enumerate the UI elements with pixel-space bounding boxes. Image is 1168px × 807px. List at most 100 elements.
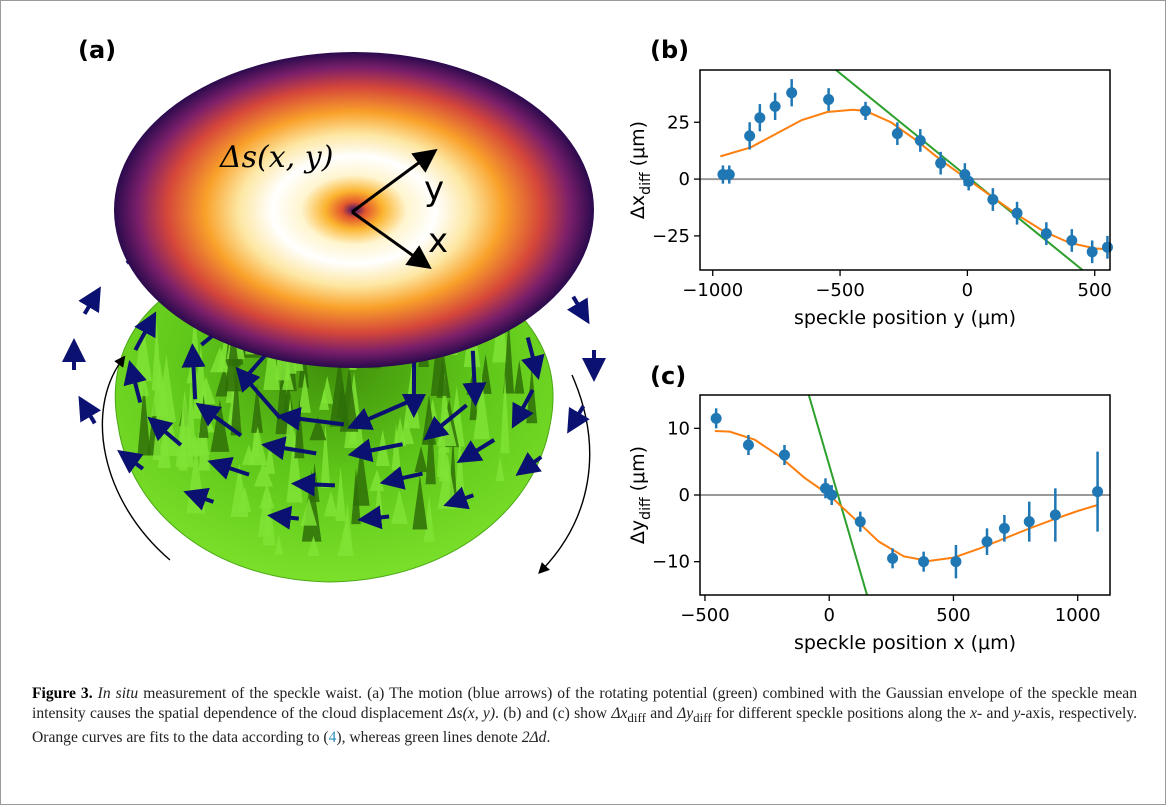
data-point	[860, 105, 872, 117]
speckle-peak	[430, 322, 447, 396]
data-point	[1023, 516, 1035, 528]
motion-arrow	[276, 406, 345, 431]
motion-arrow	[423, 403, 468, 441]
speckle-peak	[230, 368, 242, 436]
motion-arrow	[379, 466, 423, 490]
caption-symbol: 2Δd	[521, 729, 547, 747]
y-tick-label: 0	[679, 169, 690, 190]
motion-arrow	[462, 350, 487, 407]
x-tick-label: 500	[936, 605, 970, 626]
data-point	[786, 87, 798, 99]
caption-symbol: y	[1013, 705, 1021, 722]
y-tick-label: −25	[652, 226, 690, 247]
panel-label-a: (a)	[78, 36, 117, 64]
chart-b: −1000 −500 0 500 −25 0 25 speckle position y (μ…	[627, 69, 1113, 329]
data-point	[891, 128, 903, 140]
data-point	[1049, 509, 1061, 521]
speckle-peak	[514, 359, 525, 394]
data-point	[1092, 486, 1104, 498]
caption-subscript: diff	[627, 710, 646, 726]
motion-arrow	[123, 359, 147, 404]
speckle-peak	[336, 379, 349, 419]
y-tick-label: −10	[652, 552, 690, 573]
equation-reference-link[interactable]: 4	[328, 729, 337, 747]
speckle-peak	[274, 533, 284, 555]
x-tick-label: 1000	[1055, 605, 1101, 626]
plot-frame	[699, 69, 1111, 271]
caption-symbol: Δs(x, y)	[447, 705, 496, 722]
y-axis-title: Δxdiff (μm)	[627, 121, 654, 219]
speckle-peak	[500, 373, 510, 454]
data-point	[914, 134, 926, 146]
caption-italic-lead: In situ	[97, 685, 139, 702]
motion-arrow	[207, 456, 250, 480]
data-point	[744, 130, 756, 142]
data-point	[950, 556, 962, 568]
data-point	[723, 169, 735, 181]
speckle-peak	[414, 446, 428, 473]
motion-arrow	[566, 295, 590, 325]
rotation-arrow-left	[101, 355, 171, 561]
data-point	[854, 516, 866, 528]
speckle-illustration: Δs(x, y) y x	[62, 52, 606, 583]
speckle-peak	[390, 489, 408, 524]
speckle-peak	[259, 483, 275, 509]
speckle-peak	[436, 411, 446, 477]
caption-symbol: Δx	[611, 705, 628, 722]
motion-arrow	[357, 505, 390, 530]
motion-arrow	[78, 286, 101, 315]
data-point	[918, 556, 930, 568]
data-point	[1040, 228, 1052, 240]
speckle-peak	[440, 372, 449, 430]
chart-c: −500 0 500 1000 −10 0 10 speckle position x (μm…	[627, 394, 1111, 654]
caption-text: and	[645, 705, 678, 722]
disc-label: Δs(x, y)	[219, 140, 333, 175]
speckle-peak	[495, 456, 505, 482]
x-tick-label: −1000	[682, 280, 743, 301]
y-axis-title: Δydiff (μm)	[627, 446, 654, 544]
x-axis-title: speckle position x (μm)	[794, 632, 1016, 654]
speckle-peak	[321, 375, 334, 404]
data-point	[742, 439, 754, 451]
caption-text: . (b) and (c) show	[495, 705, 612, 722]
caption-text: - and	[977, 705, 1014, 722]
motion-arrow	[456, 438, 496, 464]
rotation-arrow-right	[538, 374, 591, 575]
speckle-peak	[192, 345, 210, 419]
caption-text: -axis, respectively. Orange curves are f…	[32, 705, 1138, 747]
data-point	[963, 175, 975, 187]
x-tick-label: 500	[1078, 280, 1112, 301]
speckle-peak	[309, 416, 327, 441]
speckle-peak	[323, 490, 338, 517]
speckle-peak	[425, 406, 436, 485]
motion-arrow	[443, 486, 475, 510]
slope-line	[807, 395, 869, 595]
x-axis-arrow	[351, 210, 432, 269]
motion-arrow	[567, 405, 590, 434]
motion-arrows	[62, 209, 606, 530]
caption-text: .	[546, 729, 551, 747]
motion-arrow	[183, 487, 215, 511]
x-tick-label: 0	[962, 280, 973, 301]
caption-text: measurement of the speckle waist. (a) Th…	[32, 685, 1137, 722]
data-point	[826, 489, 838, 501]
speckle-peak	[137, 382, 151, 456]
data-point	[710, 412, 722, 424]
data-point	[981, 536, 993, 548]
speckle-peak	[263, 329, 280, 391]
x-tick-label: −500	[815, 280, 864, 301]
figure-caption: Figure 3. In situ measurement of the spe…	[32, 684, 1137, 748]
speckle-peak	[473, 376, 490, 440]
x-tick-label: −500	[680, 605, 729, 626]
motion-arrow	[260, 436, 317, 461]
motion-arrow	[181, 343, 206, 400]
motion-arrow	[266, 505, 300, 530]
caption-subscript: diff	[693, 710, 712, 726]
motion-arrow	[515, 451, 543, 476]
x-axis-title: speckle position y (μm)	[794, 307, 1016, 329]
speckle-peak	[335, 466, 346, 522]
fit-curve	[714, 430, 1098, 563]
data-point	[778, 449, 790, 461]
motion-arrow	[521, 336, 545, 381]
